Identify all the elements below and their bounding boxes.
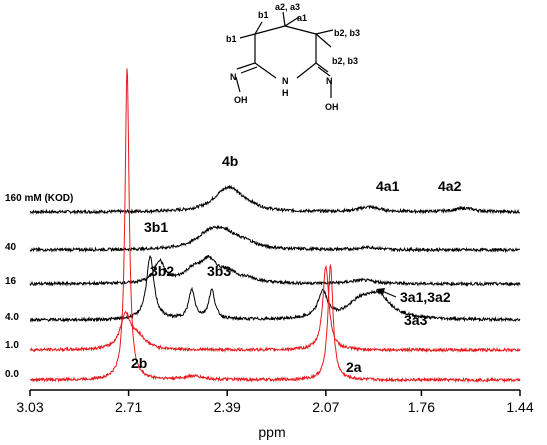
spectra-group [29,68,521,384]
x-tick-label-0: 3.03 [16,399,43,415]
spectrum-trace-5 [29,68,521,384]
x-tick-label-5: 1.44 [506,399,533,415]
label-b1-left: b1 [226,34,237,44]
conc-label-1: 1.0 [5,340,19,351]
label-b1-top: b1 [258,10,269,20]
x-axis-label: ppm [258,424,285,440]
spectrum-trace-3 [30,255,521,323]
label-b2-b3-bottom: b2, b3 [332,56,358,66]
conc-label-40: 40 [5,242,17,253]
annotation-2b: 2b [131,355,147,371]
arrow-3a [376,288,397,298]
x-tick-label-2: 2.39 [214,399,241,415]
label-b2-b3-top: b2, b3 [334,28,360,38]
annotation-3b1: 3b1 [144,219,168,235]
label-a2-a3: a2, a3 [275,2,300,12]
conc-label-160: 160 mM (KOD) [5,193,73,204]
molecule-structure [235,11,334,98]
x-tick-label-4: 1.76 [408,399,435,415]
label-a1: a1 [297,13,307,23]
x-tick-label-1: 2.71 [115,399,142,415]
annotation-4a2: 4a2 [438,178,462,194]
annotation-3a3: 3a3 [404,312,428,328]
annotation-3b3: 3b3 [207,263,231,279]
annotation-4a1: 4a1 [376,178,400,194]
label-nh: N [282,76,289,86]
annotation-4b: 4b [222,153,238,169]
x-tick-group: 3.03 2.71 2.39 2.07 1.76 1.44 [16,390,534,415]
label-n-left: N [230,72,237,82]
spectrum-trace-4 [29,264,521,354]
molecule-labels: b1 a2, a3 a1 b1 b2, b3 b2, b3 N N H N OH… [226,2,360,112]
annotation-2a: 2a [346,359,362,375]
annotation-3b2: 3b2 [150,263,174,279]
label-n-right: N [326,76,333,86]
conc-label-4: 4.0 [5,312,19,323]
conc-label-0: 0.0 [5,369,19,380]
spectrum-trace-2 [29,254,521,287]
label-oh-left: OH [234,95,248,105]
peak-annotations: 4b 4a1 4a2 3b1 3b2 3b3 3a1,3a2 3a3 2b 2a [131,153,462,375]
conc-label-16: 16 [5,276,17,287]
spectrum-trace-1 [29,225,521,254]
label-oh-right: OH [325,102,339,112]
x-tick-label-3: 2.07 [312,399,339,415]
annotation-3a1-3a2: 3a1,3a2 [400,289,451,305]
label-h: H [282,88,289,98]
spectrum-trace-0 [29,184,521,215]
concentration-labels: 160 mM (KOD) 40 16 4.0 1.0 0.0 [5,193,73,380]
